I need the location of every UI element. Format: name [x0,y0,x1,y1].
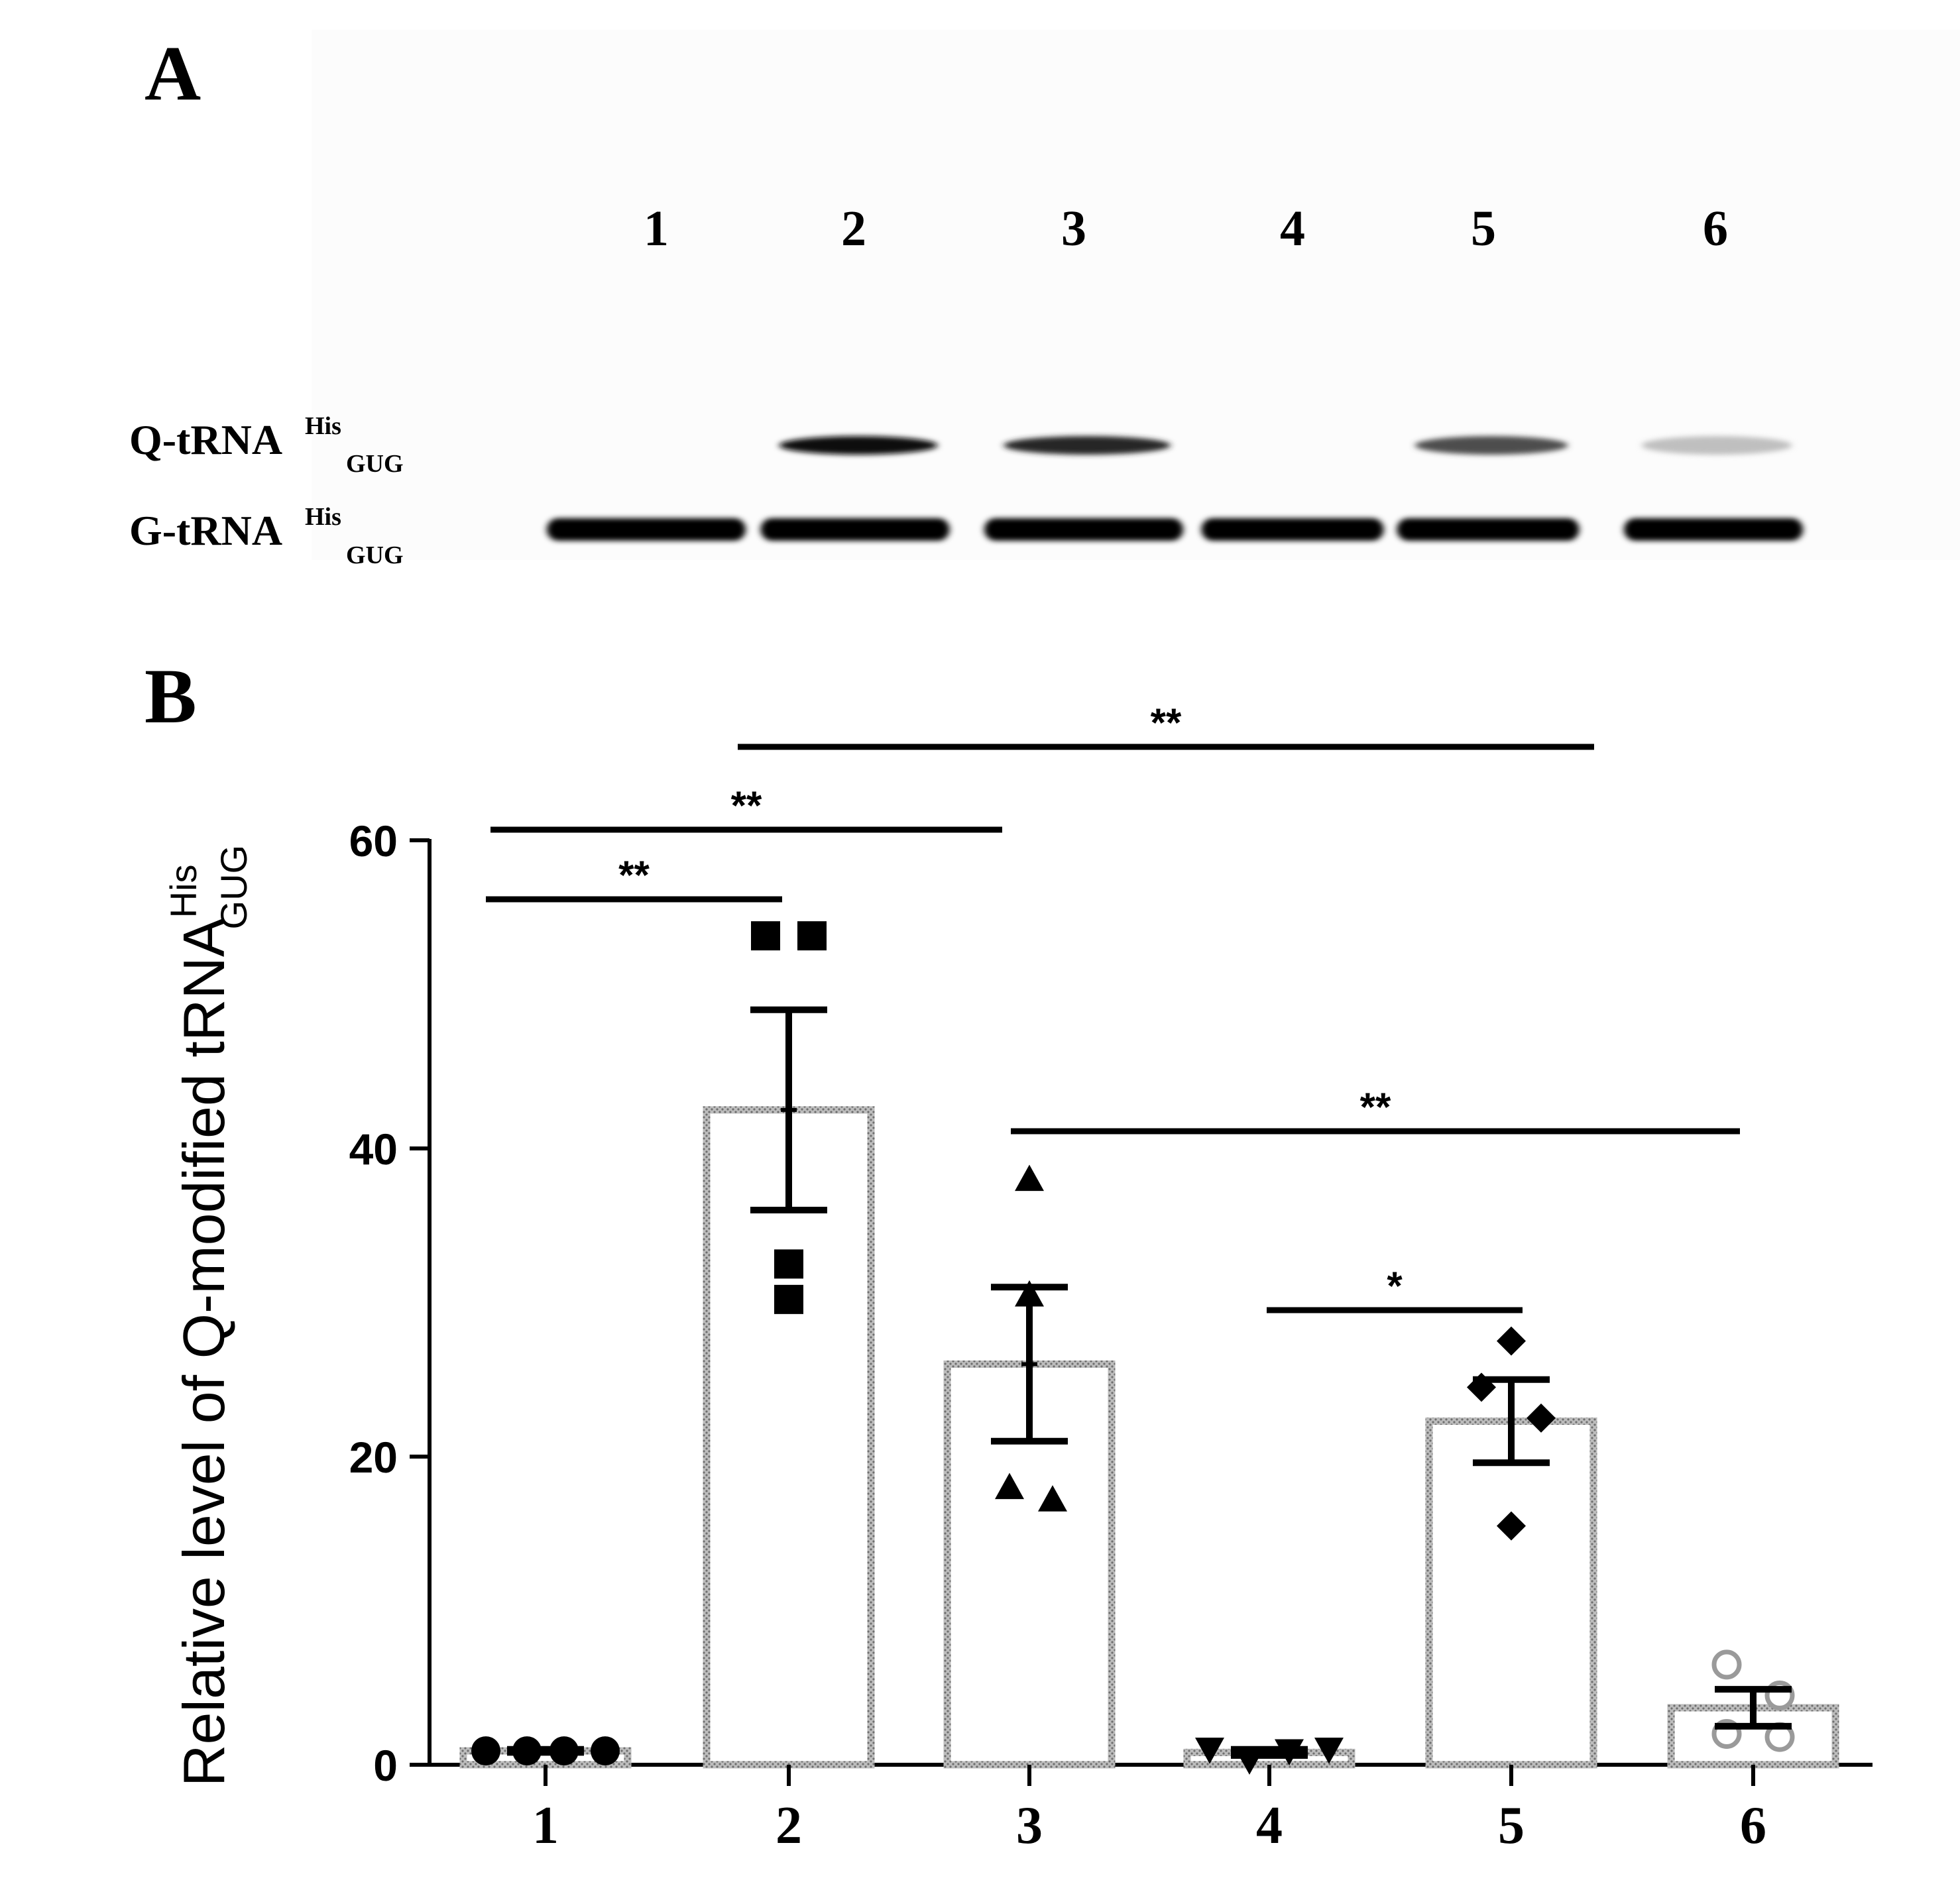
point-2-1 [751,921,780,951]
x-tick-label-4: 4 [1256,1797,1283,1855]
g-band-label-sub: GUG [346,541,404,569]
lane-number-4: 4 [1280,201,1305,256]
point-5-4 [1497,1511,1526,1541]
point-1-4 [591,1736,620,1766]
svg-text:Q-tRNA: Q-tRNA [129,416,282,463]
g-band-lane-4 [1201,518,1384,541]
g-band-lane-1 [547,518,746,541]
point-3-1 [1015,1164,1044,1192]
x-tick-label-1: 1 [532,1797,559,1855]
point-2-2 [797,921,827,951]
bar-2 [703,1106,875,1769]
point-1-1 [471,1736,500,1766]
significance-label-3-6: ** [1360,1085,1391,1129]
point-2-3 [774,1249,803,1279]
y-tick-label-20: 20 [349,1433,398,1482]
bar-chart: 0 20 40 60 Relative level of Q-modified tRNA… [162,700,1873,1855]
point-4-4 [1314,1738,1344,1764]
q-band-label: Q-tRNA His GUG [129,412,404,478]
q-band-lane-2 [779,436,938,455]
point-4-1 [1195,1738,1224,1764]
lane-number-1: 1 [644,201,669,256]
q-band-lane-3 [1004,436,1171,455]
lane-number-2: 2 [841,201,866,256]
g-band-label-sup: His [305,503,341,531]
q-band-label-main: Q-tRNA [129,416,282,463]
g-band-lane-5 [1397,518,1580,541]
y-tick-label-0: 0 [373,1741,398,1790]
svg-text:G-tRNA: G-tRNA [129,507,282,554]
point-3-4 [1038,1485,1067,1512]
significance-label-1-3: ** [731,783,762,828]
point-5-1 [1497,1326,1526,1356]
x-tick-label-5: 5 [1498,1797,1525,1855]
panel-a-letter: A [144,30,201,117]
panel-b-letter: B [144,653,197,740]
x-tick-label-6: 6 [1740,1797,1766,1855]
x-tick-label-2: 2 [776,1797,802,1855]
point-5-3 [1527,1403,1556,1433]
point-3-3 [995,1473,1024,1500]
g-band-lane-3 [984,518,1183,541]
g-band-lane-2 [760,518,950,541]
g-band-lane-6 [1624,518,1803,541]
significance-label-2-5: ** [1151,700,1182,745]
x-tick-label-3: 3 [1016,1797,1043,1855]
q-band-label-sub: GUG [346,450,404,478]
point-2-4 [774,1284,803,1314]
lane-number-3: 3 [1061,201,1086,256]
y-tick-label-40: 40 [349,1125,398,1174]
lane-number-6: 6 [1703,201,1728,256]
q-band-lane-5 [1414,436,1568,455]
point-6-1 [1711,1649,1742,1680]
lane-number-5: 5 [1471,201,1496,256]
q-band-lane-6 [1641,436,1792,455]
significance-label-4-5: * [1387,1264,1403,1308]
q-band-label-sup: His [305,412,341,440]
bar-5 [1425,1418,1597,1769]
y-tick-label-60: 60 [349,816,398,865]
g-band-label: G-tRNA His GUG [129,503,404,569]
y-axis-label: Relative level of Q-modified tRNAHis GUG [162,845,255,1787]
gel-background [312,30,1960,560]
gel-bands [547,436,1803,541]
lane-numbers: 1 2 3 4 5 6 [644,201,1728,256]
g-band-label-main: G-tRNA [129,507,282,554]
significance-label-1-2: ** [618,853,650,897]
